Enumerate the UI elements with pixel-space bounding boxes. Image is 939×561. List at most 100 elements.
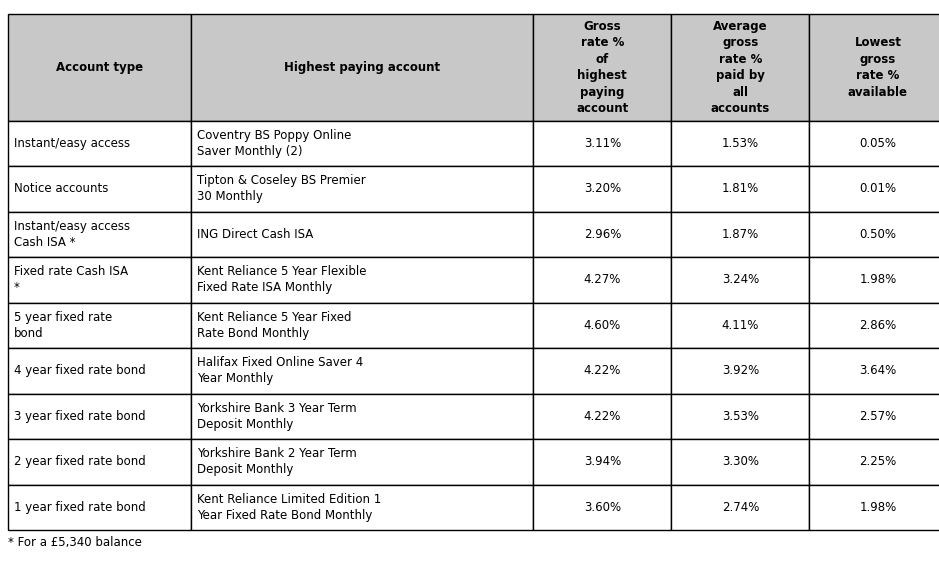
Bar xyxy=(8,211,191,257)
Bar xyxy=(671,439,809,485)
Bar xyxy=(191,348,533,394)
Text: Lowest
gross
rate %
available: Lowest gross rate % available xyxy=(848,36,908,99)
Bar xyxy=(533,302,671,348)
Bar xyxy=(671,211,809,257)
Text: 0.05%: 0.05% xyxy=(859,137,897,150)
Text: 3.64%: 3.64% xyxy=(859,365,897,378)
Text: 4.22%: 4.22% xyxy=(584,410,621,423)
Bar xyxy=(533,257,671,302)
Text: 0.01%: 0.01% xyxy=(859,182,897,195)
Text: Average
gross
rate %
paid by
all
accounts: Average gross rate % paid by all account… xyxy=(711,20,770,115)
Text: 1.81%: 1.81% xyxy=(722,182,759,195)
Text: 4.27%: 4.27% xyxy=(584,273,621,286)
Text: 5 year fixed rate
bond: 5 year fixed rate bond xyxy=(14,311,113,340)
Bar xyxy=(809,394,939,439)
Text: Coventry BS Poppy Online
Saver Monthly (2): Coventry BS Poppy Online Saver Monthly (… xyxy=(197,129,351,158)
Bar xyxy=(809,485,939,530)
Text: Halifax Fixed Online Saver 4
Year Monthly: Halifax Fixed Online Saver 4 Year Monthl… xyxy=(197,356,363,385)
Text: 4.22%: 4.22% xyxy=(584,365,621,378)
Bar xyxy=(671,302,809,348)
Text: 1.98%: 1.98% xyxy=(859,501,897,514)
Text: * For a £5,340 balance: * For a £5,340 balance xyxy=(8,536,142,549)
Bar xyxy=(809,211,939,257)
Bar xyxy=(533,394,671,439)
Bar xyxy=(809,166,939,211)
Bar xyxy=(809,439,939,485)
Text: Highest paying account: Highest paying account xyxy=(284,61,440,74)
Bar xyxy=(533,166,671,211)
Text: 4 year fixed rate bond: 4 year fixed rate bond xyxy=(14,365,146,378)
Text: 1.87%: 1.87% xyxy=(722,228,759,241)
Bar xyxy=(809,302,939,348)
Bar xyxy=(809,348,939,394)
Bar xyxy=(8,257,191,302)
Bar xyxy=(8,485,191,530)
Bar xyxy=(671,257,809,302)
Text: 2.86%: 2.86% xyxy=(859,319,897,332)
Text: Fixed rate Cash ISA
*: Fixed rate Cash ISA * xyxy=(14,265,129,295)
Text: Gross
rate %
of
highest
paying
account: Gross rate % of highest paying account xyxy=(577,20,628,115)
Bar xyxy=(191,439,533,485)
Bar xyxy=(533,348,671,394)
Text: 3.20%: 3.20% xyxy=(584,182,621,195)
Text: 3.24%: 3.24% xyxy=(722,273,759,286)
Bar xyxy=(8,121,191,166)
Bar xyxy=(191,166,533,211)
Bar xyxy=(191,14,533,121)
Bar xyxy=(671,14,809,121)
Bar xyxy=(8,302,191,348)
Bar xyxy=(191,257,533,302)
Bar xyxy=(8,348,191,394)
Text: 3.92%: 3.92% xyxy=(722,365,759,378)
Text: 2.74%: 2.74% xyxy=(722,501,759,514)
Bar xyxy=(533,439,671,485)
Text: Yorkshire Bank 2 Year Term
Deposit Monthly: Yorkshire Bank 2 Year Term Deposit Month… xyxy=(197,447,357,476)
Text: 2 year fixed rate bond: 2 year fixed rate bond xyxy=(14,456,146,468)
Bar xyxy=(191,121,533,166)
Text: Tipton & Coseley BS Premier
30 Monthly: Tipton & Coseley BS Premier 30 Monthly xyxy=(197,174,366,204)
Bar xyxy=(671,121,809,166)
Text: 4.11%: 4.11% xyxy=(722,319,759,332)
Text: 3 year fixed rate bond: 3 year fixed rate bond xyxy=(14,410,146,423)
Text: 3.60%: 3.60% xyxy=(584,501,621,514)
Text: Yorkshire Bank 3 Year Term
Deposit Monthly: Yorkshire Bank 3 Year Term Deposit Month… xyxy=(197,402,357,431)
Text: 3.30%: 3.30% xyxy=(722,456,759,468)
Text: Notice accounts: Notice accounts xyxy=(14,182,109,195)
Text: 2.57%: 2.57% xyxy=(859,410,897,423)
Bar xyxy=(809,121,939,166)
Bar xyxy=(8,394,191,439)
Bar xyxy=(8,439,191,485)
Text: Kent Reliance 5 Year Fixed
Rate Bond Monthly: Kent Reliance 5 Year Fixed Rate Bond Mon… xyxy=(197,311,352,340)
Text: 3.94%: 3.94% xyxy=(584,456,621,468)
Bar xyxy=(671,166,809,211)
Bar xyxy=(8,14,191,121)
Bar xyxy=(191,394,533,439)
Bar xyxy=(671,394,809,439)
Text: 3.53%: 3.53% xyxy=(722,410,759,423)
Text: 1.98%: 1.98% xyxy=(859,273,897,286)
Text: 4.60%: 4.60% xyxy=(584,319,621,332)
Bar xyxy=(191,485,533,530)
Text: 2.25%: 2.25% xyxy=(859,456,897,468)
Text: 1 year fixed rate bond: 1 year fixed rate bond xyxy=(14,501,146,514)
Bar xyxy=(533,121,671,166)
Bar xyxy=(809,257,939,302)
Bar xyxy=(191,302,533,348)
Text: Instant/easy access: Instant/easy access xyxy=(14,137,131,150)
Bar xyxy=(8,166,191,211)
Text: Kent Reliance 5 Year Flexible
Fixed Rate ISA Monthly: Kent Reliance 5 Year Flexible Fixed Rate… xyxy=(197,265,367,295)
Bar xyxy=(671,485,809,530)
Bar xyxy=(809,14,939,121)
Bar xyxy=(671,348,809,394)
Text: 3.11%: 3.11% xyxy=(584,137,621,150)
Text: Instant/easy access
Cash ISA *: Instant/easy access Cash ISA * xyxy=(14,220,131,249)
Text: 1.53%: 1.53% xyxy=(722,137,759,150)
Bar xyxy=(533,485,671,530)
Bar xyxy=(533,211,671,257)
Text: ING Direct Cash ISA: ING Direct Cash ISA xyxy=(197,228,314,241)
Text: Kent Reliance Limited Edition 1
Year Fixed Rate Bond Monthly: Kent Reliance Limited Edition 1 Year Fix… xyxy=(197,493,381,522)
Bar xyxy=(533,14,671,121)
Text: 0.50%: 0.50% xyxy=(859,228,897,241)
Text: Account type: Account type xyxy=(55,61,143,74)
Text: 2.96%: 2.96% xyxy=(584,228,621,241)
